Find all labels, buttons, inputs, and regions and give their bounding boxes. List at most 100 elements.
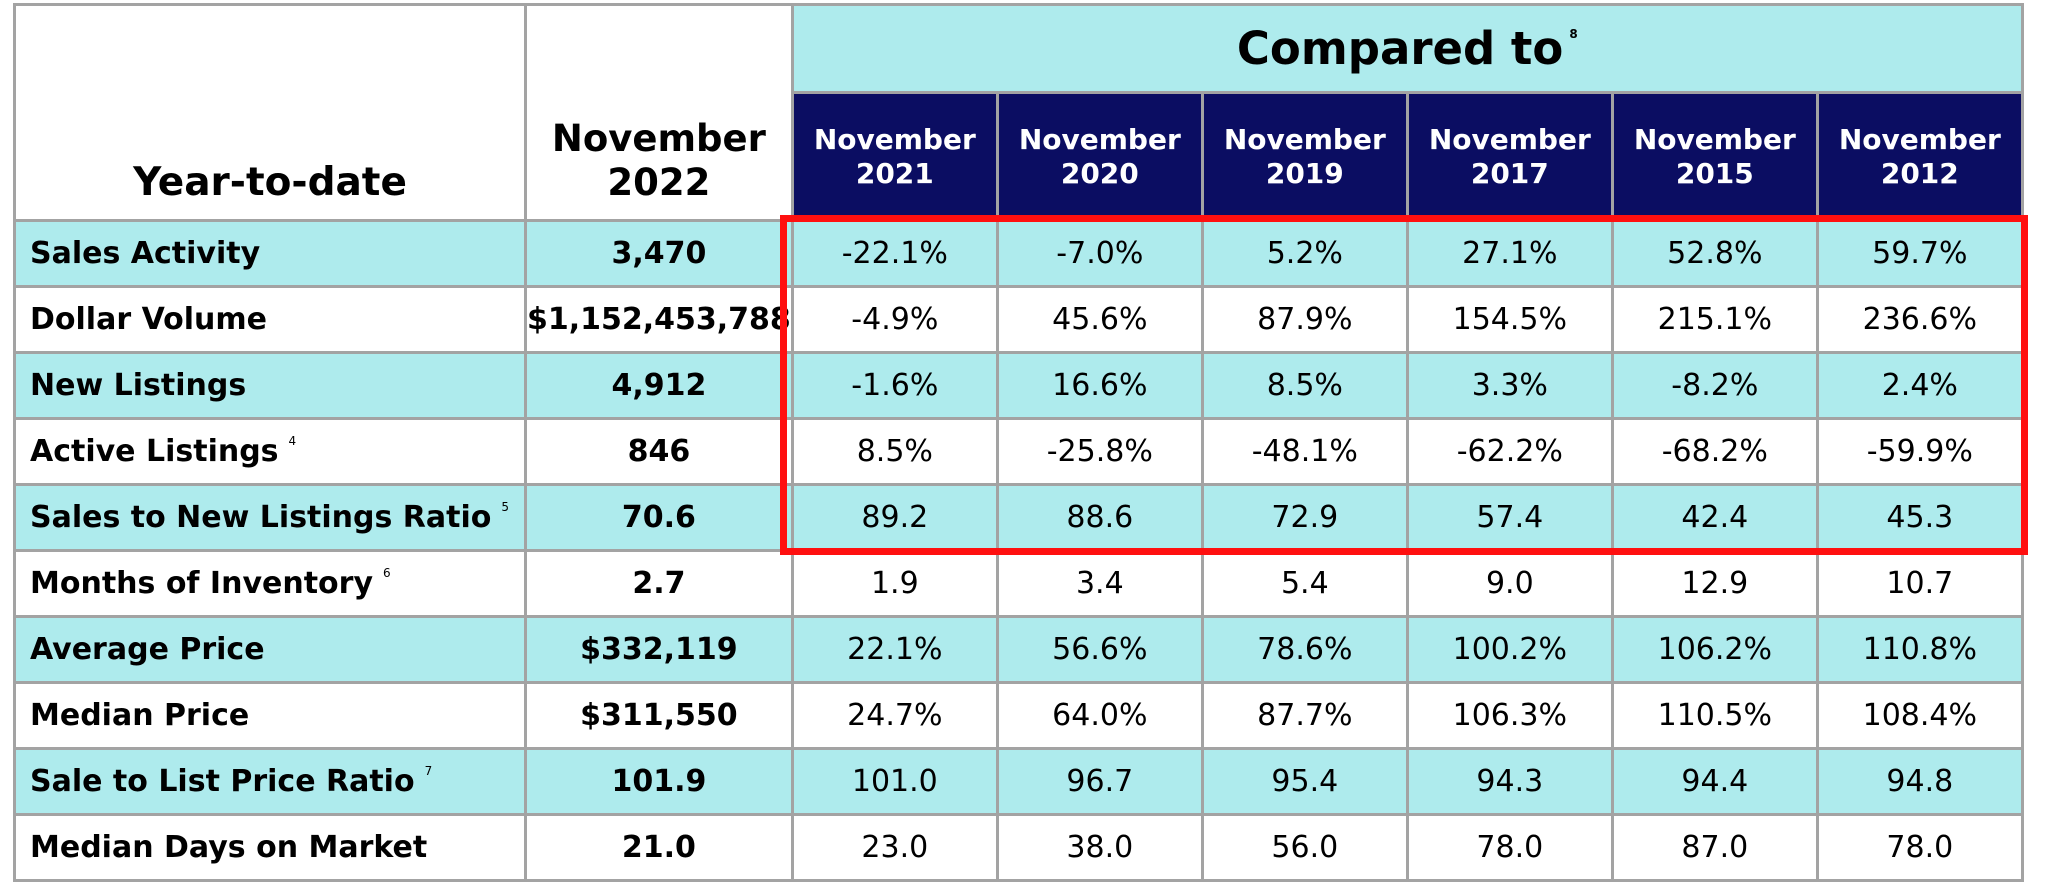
comparison-value-cell: 5.2% bbox=[1200, 219, 1409, 288]
comparison-value-cell: -62.2% bbox=[1405, 417, 1614, 486]
row-label: Median Price bbox=[13, 681, 527, 750]
comparison-value-cell: 88.6 bbox=[995, 483, 1204, 552]
comparison-value-cell: 110.8% bbox=[1815, 615, 2024, 684]
row-label: Average Price bbox=[13, 615, 527, 684]
comparison-period-header: November 2015 bbox=[1610, 91, 1819, 222]
comparison-period-year: 2012 bbox=[1880, 156, 1959, 190]
table-row: Active Listings 4 846 8.5% -25.8% -48.1% -62.2… bbox=[13, 417, 2024, 486]
comparison-value-cell: 100.2% bbox=[1405, 615, 1614, 684]
row-footnote: 5 bbox=[501, 500, 510, 514]
table-row: Sales Activity 3,470 -22.1% -7.0% 5.2% 27.1% 5… bbox=[13, 219, 2024, 288]
comparison-period-header: November 2019 bbox=[1200, 91, 1409, 222]
comparison-value-cell: 45.3 bbox=[1815, 483, 2024, 552]
current-value-cell: 101.9 bbox=[524, 747, 794, 816]
row-footnote: 6 bbox=[383, 566, 391, 580]
comparison-value-cell: 12.9 bbox=[1610, 549, 1819, 618]
row-label-text: Active Listings bbox=[30, 434, 279, 469]
comparison-value-cell: 16.6% bbox=[995, 351, 1204, 420]
row-label: Sale to List Price Ratio 7 bbox=[13, 747, 527, 816]
comparison-period-year: 2019 bbox=[1265, 156, 1344, 190]
comparison-period-headers: November 2021 November 2020 November 2019 Nove… bbox=[15, 91, 2024, 222]
comparison-value-cell: 78.0 bbox=[1405, 813, 1614, 882]
comparison-value-cell: -25.8% bbox=[995, 417, 1204, 486]
comparison-value-cell: 72.9 bbox=[1200, 483, 1409, 552]
table-row: Median Days on Market 21.0 23.0 38.0 56.0 78.… bbox=[13, 813, 2024, 882]
comparison-value-cell: 87.7% bbox=[1200, 681, 1409, 750]
row-label-text: Dollar Volume bbox=[30, 302, 267, 337]
comparison-period-month: November bbox=[1018, 122, 1181, 156]
current-value-cell: 2.7 bbox=[524, 549, 794, 618]
current-value-cell: 3,470 bbox=[524, 219, 794, 288]
comparison-value-cell: 89.2 bbox=[790, 483, 999, 552]
comparison-value-cell: 1.9 bbox=[790, 549, 999, 618]
comparison-period-year: 2015 bbox=[1675, 156, 1754, 190]
comparison-value-cell: 106.3% bbox=[1405, 681, 1614, 750]
comparison-period-header: November 2017 bbox=[1405, 91, 1614, 222]
comparison-period-month: November bbox=[1223, 122, 1386, 156]
comparison-period-header: November 2012 bbox=[1815, 91, 2024, 222]
comparison-value-cell: 38.0 bbox=[995, 813, 1204, 882]
comparison-value-cell: 23.0 bbox=[790, 813, 999, 882]
row-label-text: Sales to New Listings Ratio bbox=[30, 500, 492, 535]
year-to-date-table: Year-to-date November 2022 Compared to 8 … bbox=[13, 3, 2024, 882]
comparison-value-cell: 5.4 bbox=[1200, 549, 1409, 618]
comparison-value-cell: 94.3 bbox=[1405, 747, 1614, 816]
row-label-text: Average Price bbox=[30, 632, 265, 667]
comparison-value-cell: -7.0% bbox=[995, 219, 1204, 288]
comparison-value-cell: 215.1% bbox=[1610, 285, 1819, 354]
comparison-period-month: November bbox=[1838, 122, 2001, 156]
comparison-value-cell: 106.2% bbox=[1610, 615, 1819, 684]
comparison-value-cell: -1.6% bbox=[790, 351, 999, 420]
comparison-value-cell: 96.7 bbox=[995, 747, 1204, 816]
current-value-cell: 4,912 bbox=[524, 351, 794, 420]
compared-to-footnote: 8 bbox=[1569, 27, 1578, 41]
comparison-value-cell: 3.4 bbox=[995, 549, 1204, 618]
current-value-cell: 21.0 bbox=[524, 813, 794, 882]
current-period-header: November 2022 bbox=[524, 3, 794, 222]
comparison-value-cell: 9.0 bbox=[1405, 549, 1614, 618]
comparison-value-cell: 8.5% bbox=[1200, 351, 1409, 420]
comparison-value-cell: 154.5% bbox=[1405, 285, 1614, 354]
row-label: Active Listings 4 bbox=[13, 417, 527, 486]
comparison-value-cell: 64.0% bbox=[995, 681, 1204, 750]
comparison-value-cell: 78.0 bbox=[1815, 813, 2024, 882]
comparison-value-cell: 78.6% bbox=[1200, 615, 1409, 684]
table-row: Dollar Volume $1,152,453,788 -4.9% 45.6% 87.… bbox=[13, 285, 2024, 354]
comparison-value-cell: 27.1% bbox=[1405, 219, 1614, 288]
corner-label: Year-to-date bbox=[13, 3, 527, 222]
row-label: Sales to New Listings Ratio 5 bbox=[13, 483, 527, 552]
comparison-value-cell: -4.9% bbox=[790, 285, 999, 354]
comparison-value-cell: 45.6% bbox=[995, 285, 1204, 354]
current-value-cell: 70.6 bbox=[524, 483, 794, 552]
comparison-period-year: 2017 bbox=[1470, 156, 1549, 190]
compared-to-header: Compared to 8 bbox=[790, 3, 2024, 94]
comparison-value-cell: 95.4 bbox=[1200, 747, 1409, 816]
row-label: Sales Activity bbox=[13, 219, 527, 288]
comparison-value-cell: 110.5% bbox=[1610, 681, 1819, 750]
comparison-period-year: 2020 bbox=[1060, 156, 1139, 190]
row-label-text: Months of Inventory bbox=[30, 566, 374, 601]
table-row: Median Price $311,550 24.7% 64.0% 87.7% 106.3… bbox=[13, 681, 2024, 750]
table-row: Average Price $332,119 22.1% 56.6% 78.6% 100.… bbox=[13, 615, 2024, 684]
table-row: New Listings 4,912 -1.6% 16.6% 8.5% 3.3% -8.2%… bbox=[13, 351, 2024, 420]
table-row: Sales to New Listings Ratio 5 70.6 89.2 88.6… bbox=[13, 483, 2024, 552]
current-value-cell: $332,119 bbox=[524, 615, 794, 684]
row-label: Months of Inventory 6 bbox=[13, 549, 527, 618]
row-footnote: 7 bbox=[424, 764, 433, 778]
comparison-period-month: November bbox=[1633, 122, 1796, 156]
comparison-value-cell: 22.1% bbox=[790, 615, 999, 684]
comparison-value-cell: 56.6% bbox=[995, 615, 1204, 684]
comparison-value-cell: 52.8% bbox=[1610, 219, 1819, 288]
comparison-value-cell: 3.3% bbox=[1405, 351, 1614, 420]
current-period-month: November bbox=[551, 117, 766, 160]
row-label-text: Sales Activity bbox=[30, 236, 261, 271]
comparison-value-cell: 59.7% bbox=[1815, 219, 2024, 288]
current-value-cell: $1,152,453,788 bbox=[524, 285, 794, 354]
compared-to-label: Compared to bbox=[1236, 22, 1564, 75]
comparison-value-cell: 10.7 bbox=[1815, 549, 2024, 618]
comparison-period-header: November 2021 bbox=[790, 91, 999, 222]
row-label: Median Days on Market bbox=[13, 813, 527, 882]
comparison-value-cell: 8.5% bbox=[790, 417, 999, 486]
comparison-value-cell: -59.9% bbox=[1815, 417, 2024, 486]
comparison-value-cell: 236.6% bbox=[1815, 285, 2024, 354]
